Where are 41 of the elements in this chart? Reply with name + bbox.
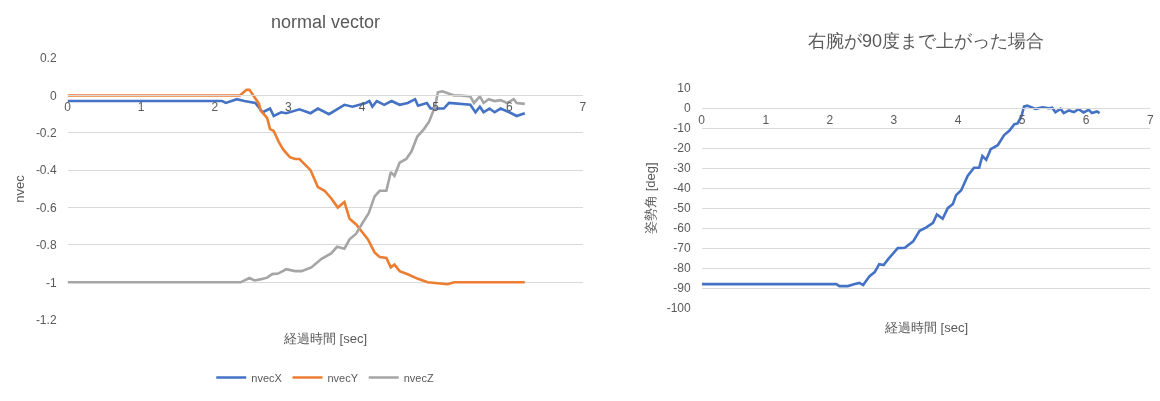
x-tick-label: 7 <box>579 99 587 114</box>
x-tick-label: 0 <box>64 99 72 114</box>
y-tick-label: -0.2 <box>35 126 57 141</box>
y-tick-label: -40 <box>673 181 692 196</box>
legend-label: nvecY <box>327 371 359 384</box>
x-tick-label: 2 <box>826 112 834 127</box>
y-tick-label: 10 <box>677 81 692 96</box>
x-tick-label: 7 <box>1146 112 1154 127</box>
x-tick-label: 1 <box>762 112 770 127</box>
y-tick-label: -30 <box>673 161 692 176</box>
legend-label: nvecX <box>251 371 283 384</box>
x-axis-title: 経過時間 [sec] <box>884 320 969 335</box>
x-tick-label: 6 <box>1082 112 1090 127</box>
y-tick-label: -100 <box>666 301 692 316</box>
chart-title: normal vector <box>271 12 381 32</box>
x-tick-label: 2 <box>211 99 219 114</box>
y-tick-label: -0.4 <box>35 163 57 178</box>
legend-label: nvecZ <box>403 371 434 384</box>
x-tick-label: 1 <box>137 99 145 114</box>
x-tick-label: 3 <box>285 99 293 114</box>
y-tick-label: -20 <box>673 141 692 156</box>
y-tick-label: -1.2 <box>35 312 57 327</box>
y-tick-label: -0.6 <box>35 200 57 215</box>
x-tick-label: 3 <box>890 112 898 127</box>
y-tick-label: -70 <box>673 241 692 256</box>
chart-title: 右腕が90度まで上がった場合 <box>808 31 1045 51</box>
y-axis-title: 姿勢角 [deg] <box>642 162 658 234</box>
y-tick-label: 0 <box>49 88 57 103</box>
x-tick-label: 6 <box>505 99 513 114</box>
y-tick-label: -80 <box>673 261 692 276</box>
x-tick-label: 0 <box>698 112 706 127</box>
x-axis-title: 経過時間 [sec] <box>283 331 368 346</box>
y-axis-title: nvec <box>11 174 27 203</box>
y-tick-label: -90 <box>673 281 692 296</box>
y-tick-label: -50 <box>673 201 692 216</box>
y-tick-label: -1 <box>45 275 57 290</box>
y-tick-label: 0.2 <box>39 51 57 66</box>
y-tick-label: -60 <box>673 221 692 236</box>
x-tick-label: 4 <box>954 112 962 127</box>
y-tick-label: -0.8 <box>35 238 57 253</box>
y-tick-label: -10 <box>673 121 692 136</box>
